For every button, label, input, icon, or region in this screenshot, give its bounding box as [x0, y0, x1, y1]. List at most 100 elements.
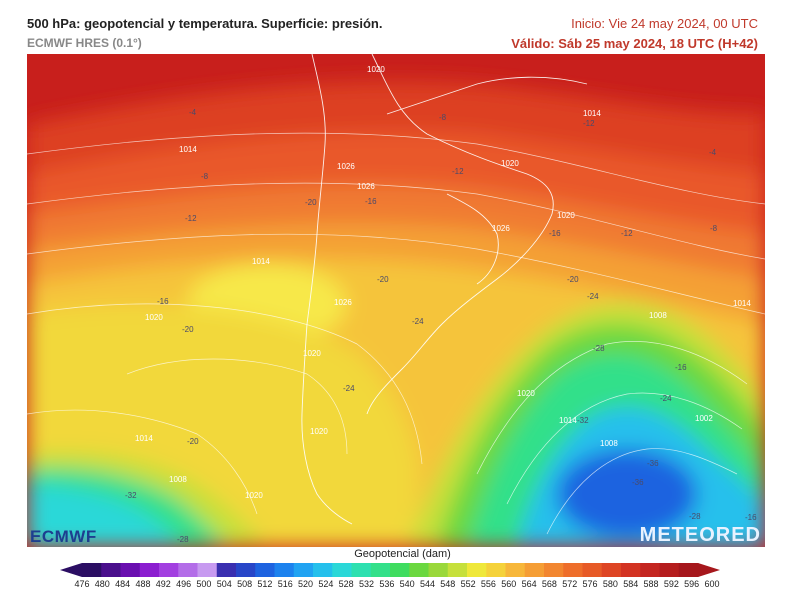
colorbar-cell — [601, 563, 622, 577]
colorbar-cell — [505, 563, 526, 577]
colorbar-arrow-left — [60, 563, 82, 577]
colorbar-tick-label: 580 — [602, 579, 618, 589]
pressure-label: 1020 — [367, 65, 385, 74]
weather-map[interactable]: 1020 1014 1026 1020 1014 1026 1020 1014 … — [27, 54, 765, 547]
pressure-label: 1026 — [337, 162, 355, 171]
colorbar-cell — [467, 563, 487, 577]
temp-label: -8 — [439, 113, 447, 122]
temp-label: -12 — [621, 229, 633, 238]
colorbar-tick-label: 552 — [460, 579, 476, 589]
colorbar-tick-label: 588 — [643, 579, 659, 589]
temp-label: -16 — [745, 513, 757, 522]
colorbar — [60, 563, 720, 577]
colorbar-cell — [216, 563, 237, 577]
colorbar-tick-label: 600 — [704, 579, 720, 589]
colorbar-cells — [82, 563, 699, 577]
colorbar-cell — [236, 563, 256, 577]
colorbar-tick-label: 504 — [216, 579, 232, 589]
colorbar-tick-label: 488 — [135, 579, 151, 589]
colorbar-cell — [82, 563, 102, 577]
valid-time: Válido: Sáb 25 may 2024, 18 UTC (H+42) — [511, 36, 758, 51]
colorbar-tick-label: 532 — [359, 579, 375, 589]
pressure-labels: 1020 1014 1026 1020 1014 1026 1020 1014 … — [135, 65, 751, 500]
pressure-label: 1008 — [169, 475, 187, 484]
colorbar-tick-label: 496 — [176, 579, 192, 589]
temp-label: -28 — [593, 344, 605, 353]
colorbar-tick-label: 528 — [338, 579, 354, 589]
pressure-label: 1014 — [135, 434, 153, 443]
header: 500 hPa: geopotencial y temperatura. Sup… — [0, 0, 805, 54]
temp-label: -36 — [632, 478, 644, 487]
colorbar-arrow-right — [698, 563, 720, 577]
temp-label: -16 — [365, 197, 377, 206]
colorbar-tick-label: 544 — [419, 579, 435, 589]
colorbar-cell — [544, 563, 564, 577]
pressure-label: 1020 — [245, 491, 263, 500]
map-title: 500 hPa: geopotencial y temperatura. Sup… — [27, 16, 383, 31]
isobars — [27, 132, 765, 535]
colorbar-cell — [120, 563, 141, 577]
temp-label: -20 — [377, 275, 389, 284]
colorbar-tick-label: 564 — [521, 579, 537, 589]
colorbar-cell — [621, 563, 641, 577]
colorbar-cell — [582, 563, 603, 577]
colorbar-ticks: 476 480 484 488 492 496 500 504 508 512 516 520 524 5… — [74, 579, 719, 593]
colorbar-cell — [293, 563, 314, 577]
colorbar-cell — [370, 563, 391, 577]
colorbar-tick-label: 492 — [155, 579, 171, 589]
colorbar-cell — [274, 563, 295, 577]
colorbar-cell — [197, 563, 218, 577]
colorbar-cell — [178, 563, 198, 577]
pressure-label: 1008 — [600, 439, 618, 448]
meteored-logo: METEORED — [639, 524, 761, 546]
temp-label: -20 — [305, 198, 317, 207]
pressure-label: 1020 — [145, 313, 163, 322]
model-label: ECMWF HRES (0.1°) — [27, 36, 142, 50]
temp-label: -24 — [587, 292, 599, 301]
colorbar-tick-label: 476 — [74, 579, 90, 589]
colorbar-cell — [640, 563, 660, 577]
pressure-label: 1020 — [557, 211, 575, 220]
temp-label: -12 — [583, 119, 595, 128]
colorbar-cell — [139, 563, 160, 577]
colorbar-tick-label: 560 — [501, 579, 517, 589]
colorbar-cell — [101, 563, 121, 577]
pressure-label: 1014 — [583, 109, 601, 118]
temp-label: -16 — [157, 297, 169, 306]
temp-label: -12 — [185, 214, 197, 223]
temp-label: -16 — [549, 229, 561, 238]
pressure-label: 1020 — [517, 389, 535, 398]
colorbar-tick-label: 584 — [623, 579, 639, 589]
pressure-label: 1020 — [303, 349, 321, 358]
colorbar-cell — [255, 563, 275, 577]
pressure-label: 1014 — [252, 257, 270, 266]
colorbar-cell — [409, 563, 429, 577]
colorbar-tick-label: 548 — [440, 579, 456, 589]
colorbar-tick-label: 500 — [196, 579, 212, 589]
colorbar-tick-label: 516 — [277, 579, 293, 589]
colorbar-cell — [524, 563, 545, 577]
colorbar-tick-label: 512 — [257, 579, 273, 589]
temp-label: -32 — [577, 416, 589, 425]
pressure-label: 1020 — [310, 427, 328, 436]
colorbar-tick-label: 568 — [541, 579, 557, 589]
colorbar-tick-label: 480 — [94, 579, 110, 589]
temp-label: -24 — [343, 384, 355, 393]
colorbar-cell — [313, 563, 333, 577]
temp-label: -8 — [201, 172, 209, 181]
colorbar-cell — [159, 563, 179, 577]
colorbar-cell — [351, 563, 372, 577]
temp-label: -16 — [675, 363, 687, 372]
temp-label: -28 — [689, 512, 701, 521]
geopotential-field — [27, 81, 765, 547]
pressure-label: 1014 — [559, 416, 577, 425]
colorbar-tick-label: 524 — [318, 579, 334, 589]
temp-label: -24 — [660, 394, 672, 403]
ecmwf-logo: ECMWF — [30, 527, 97, 546]
colorbar-cell — [332, 563, 352, 577]
temp-label: -36 — [647, 459, 659, 468]
pressure-label: 1020 — [501, 159, 519, 168]
colorbar-cell — [563, 563, 583, 577]
temperature-labels: -4 -8 -12 -16 -20 -24 -28 -32 -36 -8 -12… — [125, 108, 757, 544]
coastlines — [301, 54, 588, 525]
